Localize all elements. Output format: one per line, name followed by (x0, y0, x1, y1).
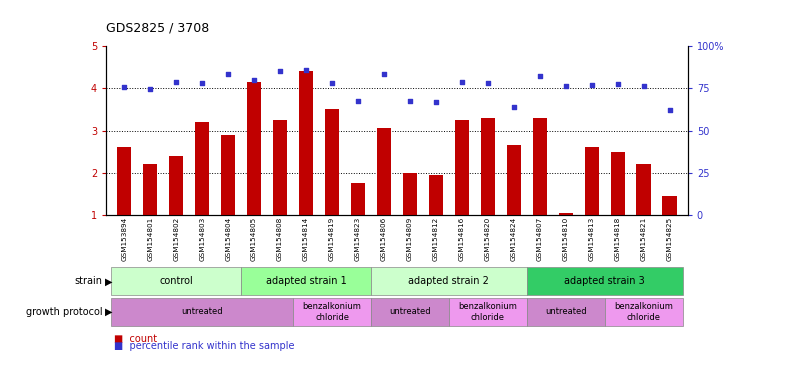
Bar (371, 298, 449, 326)
Bar (481, 118, 495, 215)
Bar (293, 298, 371, 326)
Text: untreated: untreated (389, 308, 431, 316)
Bar (376, 128, 391, 215)
Point (377, 71, 390, 77)
Bar (299, 71, 313, 215)
Bar (273, 120, 287, 215)
Bar (527, 298, 604, 326)
Point (508, 104, 520, 111)
Point (351, 98, 364, 104)
Point (637, 83, 650, 89)
Bar (527, 267, 682, 295)
Bar (428, 175, 443, 215)
Point (222, 71, 234, 77)
Bar (169, 156, 183, 215)
Text: untreated: untreated (545, 308, 586, 316)
Point (586, 82, 598, 88)
Point (663, 107, 676, 113)
Point (404, 98, 417, 104)
Text: adapted strain 2: adapted strain 2 (409, 276, 490, 286)
Text: growth protocol: growth protocol (26, 307, 102, 317)
Bar (585, 147, 599, 215)
Text: benzalkonium
chloride: benzalkonium chloride (303, 302, 362, 322)
Bar (112, 298, 293, 326)
Bar (143, 164, 157, 215)
Bar (195, 122, 209, 215)
Bar (402, 173, 417, 215)
Bar (325, 109, 339, 215)
Text: ▶: ▶ (105, 276, 113, 286)
Text: benzalkonium
chloride: benzalkonium chloride (458, 302, 517, 322)
Bar (637, 164, 651, 215)
Point (456, 79, 468, 85)
Bar (663, 196, 677, 215)
Bar (559, 213, 573, 215)
Text: benzalkonium
chloride: benzalkonium chloride (614, 302, 673, 322)
Point (560, 83, 572, 89)
Text: control: control (160, 276, 193, 286)
Bar (371, 267, 527, 295)
Point (274, 68, 286, 74)
Point (430, 99, 443, 105)
Bar (507, 146, 521, 215)
Bar (604, 298, 682, 326)
Text: GDS2825 / 3708: GDS2825 / 3708 (106, 22, 209, 35)
Bar (247, 82, 261, 215)
Text: ▶: ▶ (105, 307, 113, 317)
Text: ■  count: ■ count (114, 334, 157, 344)
Point (612, 81, 624, 87)
Point (118, 84, 130, 91)
Point (144, 86, 156, 92)
Text: strain: strain (74, 276, 102, 286)
Bar (351, 184, 365, 215)
Text: adapted strain 3: adapted strain 3 (564, 276, 645, 286)
Bar (112, 267, 241, 295)
Point (325, 80, 338, 86)
Point (534, 73, 546, 79)
Text: untreated: untreated (182, 308, 223, 316)
Point (248, 77, 260, 83)
Bar (241, 267, 371, 295)
Point (299, 67, 312, 73)
Point (170, 79, 182, 85)
Bar (611, 152, 625, 215)
Bar (117, 147, 131, 215)
Bar (455, 120, 469, 215)
Text: ■  percentile rank within the sample: ■ percentile rank within the sample (114, 341, 295, 351)
Bar (221, 135, 235, 215)
Text: adapted strain 1: adapted strain 1 (266, 276, 347, 286)
Point (196, 80, 208, 86)
Bar (533, 118, 547, 215)
Point (482, 80, 494, 86)
Bar (449, 298, 527, 326)
